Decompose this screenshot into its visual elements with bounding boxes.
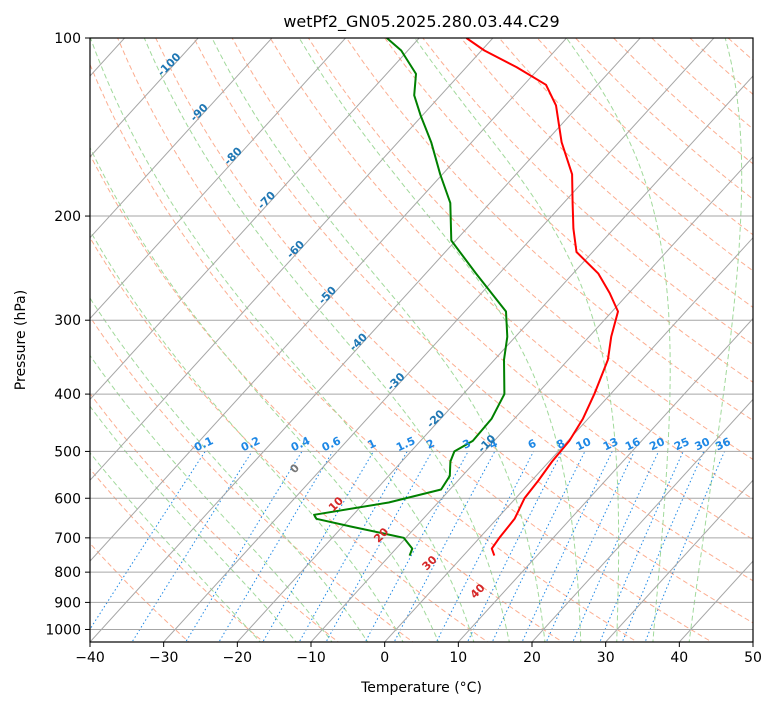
x-tick-label: 40 <box>670 650 688 666</box>
isotherm-line <box>90 38 347 320</box>
series <box>313 38 619 556</box>
dry-adiabat <box>346 38 753 422</box>
x-tick-label: −30 <box>149 650 179 666</box>
isotherm-line <box>752 641 753 642</box>
x-tick-label: 50 <box>744 650 762 666</box>
y-tick-label: 400 <box>54 387 81 403</box>
x-tick-label: −40 <box>75 650 105 666</box>
y-tick-label: 1000 <box>45 623 81 639</box>
x-tick-label: 10 <box>449 650 467 666</box>
moist-adiabat <box>90 405 297 642</box>
x-tick-label: 30 <box>597 650 615 666</box>
y-axis-label: Pressure (hPa) <box>13 290 29 390</box>
isotherm-line <box>531 398 753 642</box>
mixing-ratio-label: 13 <box>601 435 620 453</box>
y-tick-label: 300 <box>54 313 81 329</box>
y-tick-label: 100 <box>54 31 81 47</box>
isotherm-line <box>90 38 494 482</box>
chart-title: wetPf2_GN05.2025.280.03.44.C29 <box>283 12 559 32</box>
dry-adiabat <box>269 38 753 500</box>
mixing-ratio-line <box>90 451 206 631</box>
mixing-ratio-label: 30 <box>693 435 713 453</box>
x-tick-label: 0 <box>380 650 389 666</box>
mixing-ratio-line <box>131 451 253 642</box>
dewpoint-line <box>313 38 509 556</box>
x-tick-label: −10 <box>296 650 326 666</box>
mixing-ratio-label: 25 <box>672 435 691 453</box>
dry-adiabat <box>231 38 753 541</box>
y-tick-label: 800 <box>54 565 81 581</box>
x-tick-label: −20 <box>223 650 253 666</box>
mixing-ratio-line <box>218 451 334 642</box>
mixing-ratio-line <box>491 451 586 642</box>
y-tick-label: 200 <box>54 209 81 225</box>
mixing-ratio-line <box>435 451 535 642</box>
y-tick-label: 900 <box>54 595 81 611</box>
mixing-ratio-label: 10 <box>574 435 594 453</box>
mixing-ratio-line <box>521 451 613 642</box>
grid <box>0 25 753 645</box>
mixing-ratio-label: 16 <box>623 435 643 453</box>
dry-adiabat <box>193 38 753 582</box>
mixing-ratio-label: 36 <box>713 435 733 453</box>
isotherm-line <box>90 38 199 158</box>
isotherm-line <box>383 236 753 642</box>
x-axis-label: Temperature (°C) <box>360 680 482 696</box>
isotherm-line <box>90 38 641 642</box>
isotherm-line <box>90 38 568 562</box>
y-tick-label: 700 <box>54 531 81 547</box>
temperature-line <box>465 38 619 556</box>
mixing-ratio-line <box>185 451 303 642</box>
plot-frame <box>89 37 754 643</box>
isotherm-line <box>236 75 753 642</box>
dry-adiabat <box>460 38 753 309</box>
isotherm-line <box>604 479 753 642</box>
isotherm-line <box>0 25 63 645</box>
isotherm-line <box>90 38 420 401</box>
dry-adiabat <box>90 63 638 642</box>
isotherm-line <box>457 317 753 642</box>
mixing-ratio-line <box>621 451 705 642</box>
isotherm-line <box>310 156 753 642</box>
y-tick-label: 600 <box>54 491 81 507</box>
mixing-ratio-line <box>393 451 496 642</box>
isotherm-line <box>90 38 273 239</box>
mixing-ratio-label: 20 <box>647 435 667 453</box>
x-tick-label: 20 <box>523 650 541 666</box>
moist-adiabat <box>90 146 440 642</box>
axes: −40 −30 −20 −10 0 10 20 30 40 50 100 200 300 400 500 60… <box>45 31 762 666</box>
isotherm-line <box>162 38 715 642</box>
y-tick-label: 500 <box>54 444 81 460</box>
mixing-ratio-line <box>262 451 374 642</box>
